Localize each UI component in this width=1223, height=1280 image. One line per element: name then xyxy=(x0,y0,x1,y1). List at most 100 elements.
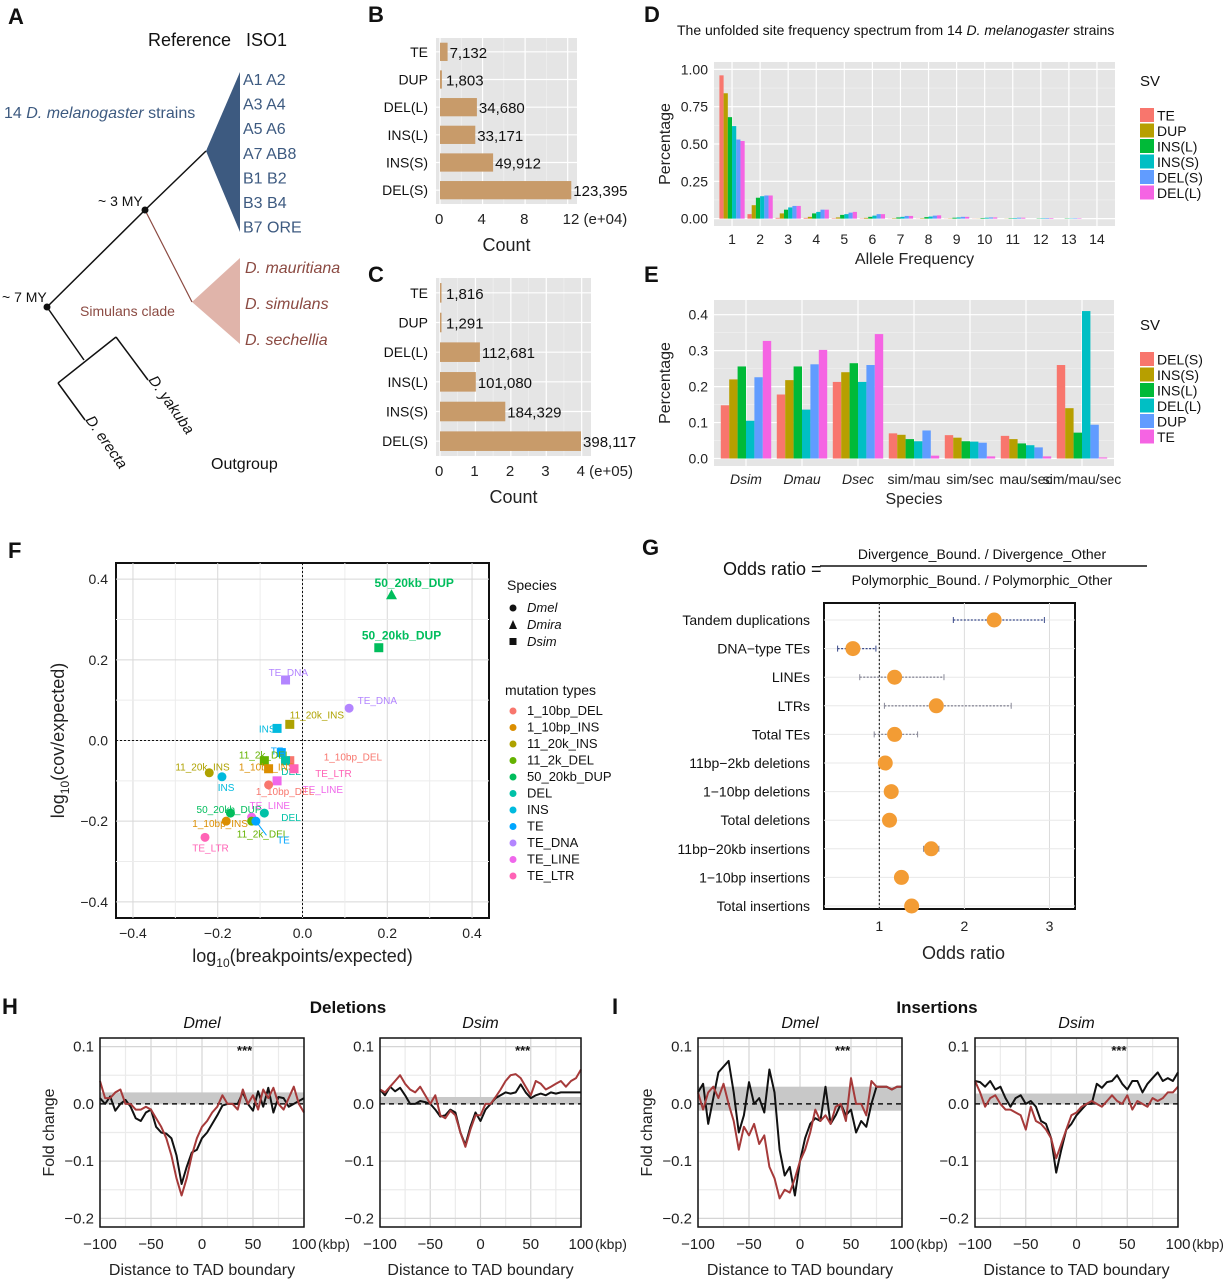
subpanel-title: Dsim xyxy=(1058,1015,1094,1032)
bar-insl xyxy=(812,213,817,219)
bar-dels xyxy=(792,205,797,219)
panel-d-sfs-chart: The unfolded site frequency spectrum fro… xyxy=(657,22,1203,268)
null-band xyxy=(975,1093,1178,1104)
x-tick-label: 0.0 xyxy=(293,925,313,941)
bar-insl xyxy=(961,441,970,459)
legend-type-swatch xyxy=(509,773,517,781)
y-tick-label: 0.1 xyxy=(73,1039,94,1056)
y-tick-label: 0.2 xyxy=(89,652,109,668)
point-label: TE xyxy=(277,835,290,846)
legend-label: TE xyxy=(1157,108,1175,124)
bar-dup xyxy=(754,377,763,459)
legend-type-label: INS xyxy=(527,802,549,817)
panel-letter-c: C xyxy=(368,262,384,287)
significance-marker: *** xyxy=(835,1043,851,1058)
significance-marker: *** xyxy=(1111,1043,1127,1058)
data-label: 1,803 xyxy=(446,73,484,90)
x-tick-label: 11 xyxy=(1005,231,1020,247)
odds-ratio-point xyxy=(877,755,893,771)
y-tick-label: 0.1 xyxy=(689,415,709,431)
odds-ratio-point xyxy=(883,784,899,800)
strain-label: A5 A6 xyxy=(243,121,286,138)
legend-type-swatch xyxy=(509,790,517,797)
point-dmel xyxy=(204,768,214,778)
category-label: INS(S) xyxy=(386,155,428,171)
bar-inss xyxy=(928,216,933,219)
sim-clade-label: Simulans clade xyxy=(80,303,175,319)
point-dmel xyxy=(344,703,354,713)
bar-te xyxy=(719,75,724,219)
y-tick-label: −0.2 xyxy=(80,813,108,829)
x-tick-label: −50 xyxy=(736,1236,761,1253)
x-axis-title-part: (breakpoints/expected) xyxy=(230,946,413,966)
point-label: 1_10bp_DEL xyxy=(256,787,315,798)
category-label: 1−10bp insertions xyxy=(699,869,810,885)
x-tick-label: 0 xyxy=(1072,1236,1080,1253)
bar-dell xyxy=(914,441,923,459)
branch-outgroup-split xyxy=(57,336,117,384)
y-tick-label: −0.2 xyxy=(939,1210,969,1227)
point-dsim xyxy=(264,764,274,774)
x-tick-label: −50 xyxy=(138,1236,163,1253)
legend-title: SV xyxy=(1140,73,1160,90)
plot-frame xyxy=(823,602,1076,910)
bar xyxy=(440,42,448,61)
y-tick-label: 0.25 xyxy=(681,173,708,189)
bar-dell xyxy=(936,215,942,219)
formula-numerator: Divergence_Bound. / Divergence_Other xyxy=(858,546,1107,562)
point-dmel xyxy=(225,808,235,818)
x-tick-label: 100 xyxy=(291,1236,316,1253)
subpanel-dsim: *** Dsim −100 −50 0 50 100 (kbp) −0.2 −0.1 0.0 0.1 D… xyxy=(939,1015,1223,1279)
legend-swatch xyxy=(1140,108,1154,122)
category-label: 11bp−2kb deletions xyxy=(689,755,810,771)
bar-dels xyxy=(1000,435,1010,459)
y-tick-label: −0.2 xyxy=(344,1210,374,1227)
odds-ratio-point xyxy=(887,669,903,685)
null-band xyxy=(380,1096,581,1104)
bar-dup xyxy=(751,205,756,219)
legend-swatch xyxy=(1140,398,1154,413)
subpanel-title: Dmel xyxy=(781,1015,819,1032)
bar-dell xyxy=(908,215,914,219)
legend-label: INS(L) xyxy=(1157,139,1197,155)
x-axis-title-part: log xyxy=(192,946,216,966)
bar xyxy=(440,181,572,200)
legend-label: DEL(S) xyxy=(1157,352,1203,368)
node-3my xyxy=(141,206,149,214)
bar-dels xyxy=(988,217,994,219)
x-tick-label: sim/mau/sec xyxy=(1043,471,1122,487)
branch-3my-to-mel xyxy=(144,150,207,211)
y-tick-label: 0.0 xyxy=(73,1096,94,1113)
legend-type-swatch xyxy=(509,757,517,764)
bar-dels xyxy=(932,215,937,219)
y-tick-label: −0.2 xyxy=(662,1210,692,1227)
point-label: TE_LINE xyxy=(250,801,291,812)
data-label: 33,171 xyxy=(477,128,523,145)
category-label: Total deletions xyxy=(720,812,810,828)
x-tick-label: Dsim xyxy=(730,471,762,487)
category-label: DEL(S) xyxy=(382,182,428,198)
bar-insl xyxy=(905,439,914,459)
bar-insl xyxy=(980,218,985,219)
legend-type-label: 11_2k_DEL xyxy=(527,753,594,768)
y-tick-label: −0.1 xyxy=(939,1153,969,1170)
bar xyxy=(440,342,480,362)
bar-dels xyxy=(720,405,730,459)
point-dsim xyxy=(259,756,269,766)
x-axis-title: Distance to TAD boundary xyxy=(387,1262,573,1279)
data-label: 49,912 xyxy=(495,156,541,173)
category-label: DEL(S) xyxy=(382,433,428,449)
bar-dell xyxy=(802,409,811,459)
bar-inss xyxy=(732,126,737,219)
x-axis-title: Distance to TAD boundary xyxy=(109,1262,295,1279)
x-tick-label: −100 xyxy=(83,1236,117,1253)
x-tick-label: 9 xyxy=(953,231,961,247)
bar-dup xyxy=(866,365,875,459)
bar-insl xyxy=(737,366,746,459)
y-tick-label: 0.50 xyxy=(681,136,708,152)
data-label: 34,680 xyxy=(479,100,525,117)
point-label: 11_2k_DEL xyxy=(239,751,291,762)
category-label: DNA−type TEs xyxy=(717,641,810,657)
y-tick-label: 0.1 xyxy=(948,1039,969,1056)
y-axis-title: Percentage xyxy=(657,342,674,424)
